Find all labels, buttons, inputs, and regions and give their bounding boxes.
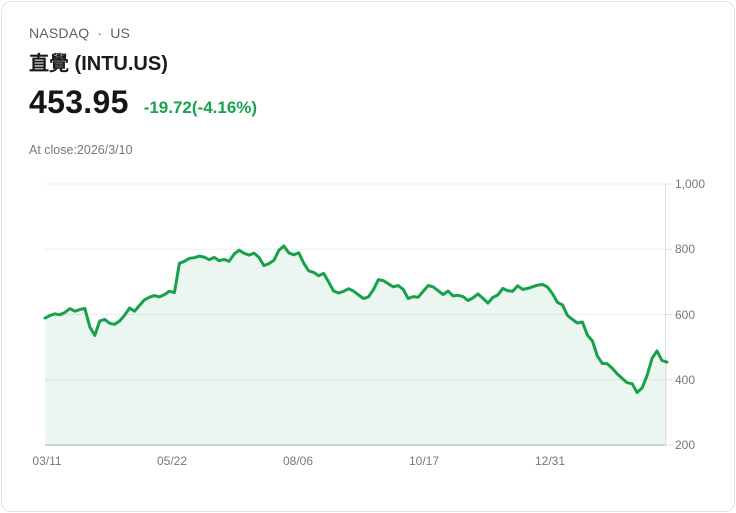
y-axis-tick-label: 800 bbox=[675, 242, 696, 256]
x-axis-tick-label: 08/06 bbox=[282, 454, 314, 468]
y-axis-tick-label: 200 bbox=[675, 438, 696, 452]
x-axis-tick-label: 05/22 bbox=[156, 454, 188, 468]
region-label: US bbox=[110, 25, 131, 41]
exchange-row: NASDAQ · US bbox=[29, 25, 130, 41]
x-axis-tick-label: 12/31 bbox=[534, 454, 566, 468]
x-axis-tick-label: 10/17 bbox=[408, 454, 440, 468]
dot-separator-icon: · bbox=[97, 25, 103, 41]
y-axis-tick-label: 1,000 bbox=[675, 177, 706, 191]
y-axis-tick-label: 400 bbox=[675, 373, 696, 387]
exchange-label: NASDAQ bbox=[29, 25, 90, 41]
stock-title: 直覺 (INTU.US) bbox=[29, 53, 168, 75]
as-of-timestamp: At close:2026/3/10 bbox=[29, 143, 133, 157]
price-change: -19.72(-4.16%) bbox=[143, 98, 258, 117]
current-price: 453.95 bbox=[29, 84, 129, 120]
y-axis-tick-label: 600 bbox=[675, 308, 696, 322]
x-axis-tick-label: 03/11 bbox=[32, 454, 62, 468]
price-row: 453.95 -19.72(-4.16%) bbox=[29, 84, 257, 121]
